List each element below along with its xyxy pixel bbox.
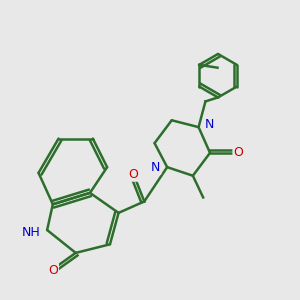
Text: O: O bbox=[128, 167, 138, 181]
Text: O: O bbox=[48, 263, 58, 277]
Text: N: N bbox=[204, 118, 214, 131]
Text: NH: NH bbox=[22, 226, 40, 239]
Text: N: N bbox=[151, 160, 160, 174]
Text: O: O bbox=[234, 146, 244, 159]
